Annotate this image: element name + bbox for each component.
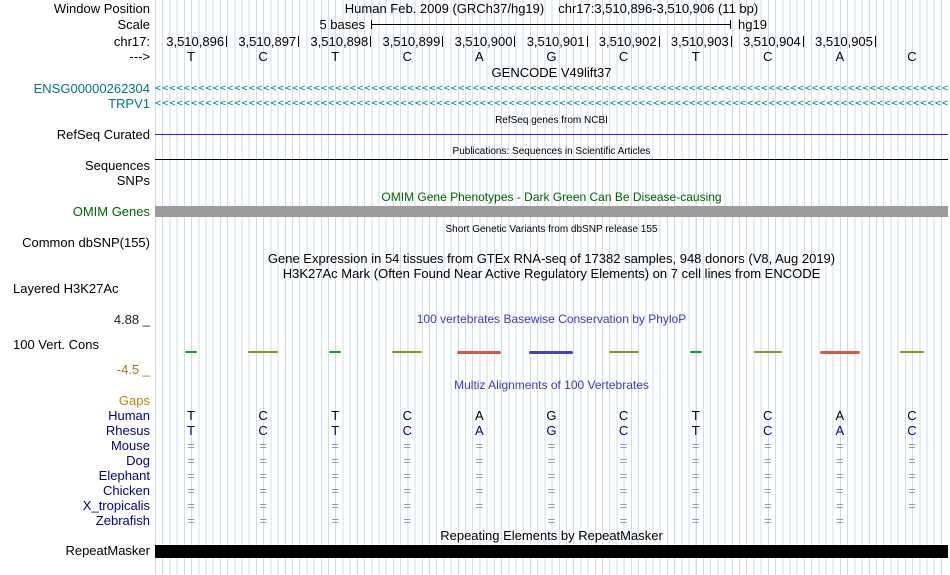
species-label-mouse[interactable]: Mouse xyxy=(110,438,150,453)
scale-value: 5 bases xyxy=(319,17,365,32)
conservation-mark xyxy=(689,351,702,353)
phylop-conservation-track[interactable] xyxy=(0,351,950,356)
base-position-ruler[interactable]: 3,510,896 3,510,897 3,510,898 3,510,899 3,51… xyxy=(0,35,950,49)
species-label-human[interactable]: Human xyxy=(108,408,150,423)
reference-base: C xyxy=(618,49,629,64)
conservation-mark xyxy=(392,351,423,353)
gencode-track-title: GENCODE V49lift37 xyxy=(491,65,612,80)
conservation-mark xyxy=(753,351,782,353)
window-position-label: Window Position xyxy=(53,1,150,16)
publications-track-title: Publications: Sequences in Scientific Ar… xyxy=(452,146,651,157)
conservation-mark xyxy=(819,351,860,354)
gene-label-trpv1[interactable]: TRPV1 xyxy=(108,96,150,111)
species-label-rhesus[interactable]: Rhesus xyxy=(105,423,150,438)
conservation-mark xyxy=(457,351,502,354)
ruler-tick xyxy=(298,36,300,47)
reference-base: C xyxy=(907,49,917,64)
strand-direction-label: ---> xyxy=(129,49,150,64)
omim-genes-bar[interactable] xyxy=(155,206,948,217)
ruler-number: 3,510,900 xyxy=(454,34,513,49)
ruler-tick xyxy=(226,36,228,47)
refseq-track-title: RefSeq genes from NCBI xyxy=(495,115,608,126)
species-label-gaps[interactable]: Gaps xyxy=(118,393,150,408)
ruler-number: 3,510,897 xyxy=(238,34,297,49)
species-label-elephant[interactable]: Elephant xyxy=(98,468,150,483)
ruler-number: 3,510,905 xyxy=(815,34,873,49)
ruler-number: 3,510,898 xyxy=(310,34,369,49)
gtex-track-title: Gene Expression in 54 tissues from GTEx … xyxy=(267,251,836,266)
phylop-max-value: 4.88 _ xyxy=(113,312,150,327)
scale-bar-right-tick xyxy=(730,20,731,29)
species-label-dog[interactable]: Dog xyxy=(126,453,150,468)
ruler-tick xyxy=(442,36,444,47)
track-label-repeatmasker[interactable]: RepeatMasker xyxy=(65,543,150,558)
ruler-number: 3,510,896 xyxy=(166,34,225,49)
ruler-number: 3,510,904 xyxy=(742,34,801,49)
repeatmasker-track-title: Repeating Elements by RepeatMasker xyxy=(440,528,663,543)
multiz-track-title: Multiz Alignments of 100 Vertebrates xyxy=(454,378,649,392)
track-label-100-vert-cons[interactable]: 100 Vert. Cons xyxy=(13,337,99,352)
track-label-snps[interactable]: SNPs xyxy=(116,173,150,188)
conservation-mark xyxy=(185,351,198,353)
assembly-text: Human Feb. 2009 (GRCh37/hg19) xyxy=(344,1,545,16)
conservation-mark xyxy=(529,351,574,354)
track-label-layered-h3k27ac[interactable]: Layered H3K27Ac xyxy=(13,281,119,296)
ruler-tick xyxy=(514,36,516,47)
window-position-value: Human Feb. 2009 (GRCh37/hg19) chr17:3,510… xyxy=(155,2,948,15)
gene-label-ensg00000262304[interactable]: ENSG00000262304 xyxy=(33,81,150,96)
refseq-track-line[interactable] xyxy=(155,134,948,135)
omim-track-title: OMIM Gene Phenotypes - Dark Green Can Be… xyxy=(381,190,722,204)
reference-base: C xyxy=(402,49,412,64)
phylop-min-value: -4.5 _ xyxy=(116,362,150,377)
track-label-common-dbsnp[interactable]: Common dbSNP(155) xyxy=(22,235,150,250)
dbsnp-track-title: Short Genetic Variants from dbSNP releas… xyxy=(445,224,658,235)
track-label-refseq-curated[interactable]: RefSeq Curated xyxy=(56,127,150,142)
scale-bar-line xyxy=(371,24,731,25)
ruler-tick xyxy=(586,36,588,47)
gene-strand-arrows-trpv1[interactable]: <<<<<<<<<<<<<<<<<<<<<<<<<<<<<<<<<<<<<<<<… xyxy=(155,98,948,109)
gene-strand-arrows-ensg[interactable]: <<<<<<<<<<<<<<<<<<<<<<<<<<<<<<<<<<<<<<<<… xyxy=(155,83,948,94)
ruler-tick xyxy=(370,36,372,47)
conservation-mark xyxy=(248,351,279,353)
ruler-tick xyxy=(730,36,732,47)
assembly-name: hg19 xyxy=(738,17,767,32)
reference-base: A xyxy=(835,49,845,64)
chrom-label: chr17: xyxy=(113,34,150,49)
reference-base: T xyxy=(187,49,195,64)
base-position-gridlines xyxy=(155,0,948,575)
sequences-track-line[interactable] xyxy=(155,159,948,160)
ruler-number: 3,510,902 xyxy=(598,34,657,49)
h3k27ac-track-title: H3K27Ac Mark (Often Found Near Active Re… xyxy=(282,266,821,281)
reference-base: T xyxy=(331,49,340,64)
scale-bar-left-tick xyxy=(371,20,372,29)
conservation-mark xyxy=(329,351,342,353)
ruler-tick xyxy=(874,36,876,47)
repeatmasker-bar[interactable] xyxy=(155,545,948,558)
conservation-mark xyxy=(899,351,924,353)
scale-label: Scale xyxy=(117,17,150,32)
ruler-number: 3,510,903 xyxy=(670,34,729,49)
conservation-mark xyxy=(608,351,639,353)
track-label-omim-genes[interactable]: OMIM Genes xyxy=(72,204,150,219)
track-label-sequences[interactable]: Sequences xyxy=(84,158,150,173)
ruler-number: 3,510,899 xyxy=(382,34,441,49)
reference-base: C xyxy=(258,49,268,64)
species-label-x_tropicalis[interactable]: X_tropicalis xyxy=(82,498,150,513)
reference-base: T xyxy=(691,49,700,64)
species-label-chicken[interactable]: Chicken xyxy=(103,483,150,498)
position-range-text: chr17:3,510,896-3,510,906 (11 bp) xyxy=(558,1,759,16)
phylop-track-title: 100 vertebrates Basewise Conservation by… xyxy=(416,312,687,326)
reference-base: G xyxy=(546,49,557,64)
reference-base: C xyxy=(763,49,773,64)
ruler-tick xyxy=(802,36,804,47)
reference-base: A xyxy=(475,49,484,64)
scale-bar xyxy=(371,18,731,31)
ruler-number: 3,510,901 xyxy=(526,34,585,49)
species-label-zebrafish[interactable]: Zebrafish xyxy=(95,513,150,528)
ruler-tick xyxy=(658,36,660,47)
